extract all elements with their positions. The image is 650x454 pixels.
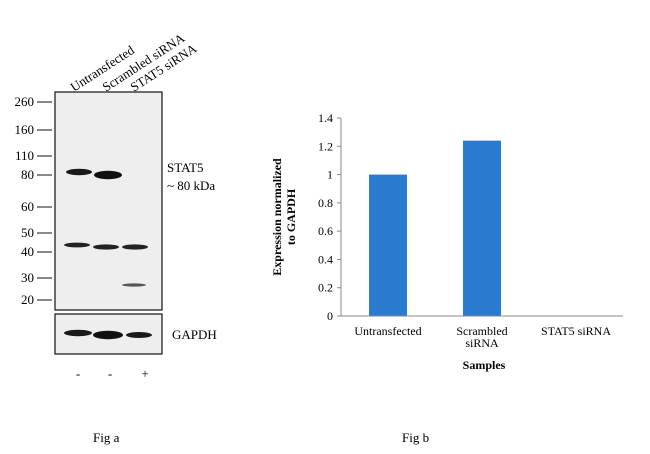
mw-marker: 110: [15, 148, 34, 163]
treatment-sign: -: [108, 366, 112, 381]
stat5-band-scrambled: [94, 170, 122, 180]
y-axis-ticks: 0 0.2 0.4 0.6 0.8 1 1.2 1.4: [318, 111, 341, 323]
band-45kda-untransfected: [64, 242, 90, 248]
mw-marker: 50: [21, 225, 34, 240]
fig-a-caption: Fig a: [93, 430, 120, 445]
gapdh-band-untransfected: [64, 329, 92, 337]
bar-layer: [369, 140, 501, 316]
stat5-kda-label: ~ 80 kDa: [167, 178, 215, 193]
y-tick-label: 0.8: [318, 196, 333, 210]
x-category-label: Untransfected: [354, 324, 421, 338]
stat5-blot: [54, 91, 163, 311]
nonspecific-bands: [64, 242, 148, 287]
stat5-bands: [66, 168, 122, 180]
treatment-sign: +: [141, 366, 148, 381]
x-category-label: Scrambled siRNA: [456, 324, 507, 350]
y-tick-label: 1.2: [318, 139, 333, 153]
y-tick-label: 0.2: [318, 281, 333, 295]
y-axis-label-line1: Expression normalized: [270, 158, 284, 276]
bar-untransfected: [369, 174, 407, 316]
bar-chart-panel: 0 0.2 0.4 0.6 0.8 1 1.2 1.4 Untransfected Scramb…: [270, 111, 623, 445]
mw-marker: 80: [21, 167, 34, 182]
mw-marker: 260: [15, 94, 35, 109]
mw-marker: 40: [21, 244, 34, 259]
mw-markers: 260 160 110 80 60 50 40 30 20: [15, 94, 52, 307]
mw-marker: 60: [21, 199, 34, 214]
band-45kda-scrambled: [93, 244, 119, 250]
y-tick-label: 1: [327, 168, 333, 182]
y-tick-label: 0.4: [318, 252, 333, 266]
mw-marker: 160: [15, 122, 35, 137]
faint-band-lane3: [122, 283, 146, 287]
y-tick-label: 0.6: [318, 224, 333, 238]
treatment-signs: - - +: [76, 366, 149, 381]
x-category-label: STAT5 siRNA: [541, 324, 611, 338]
mw-marker: 30: [21, 270, 34, 285]
y-axis-label-line2: to GAPDH: [284, 188, 298, 245]
band-45kda-stat5: [122, 244, 148, 250]
fig-b-caption: Fig b: [402, 430, 429, 445]
treatment-sign: -: [76, 366, 80, 381]
x-axis-categories: Untransfected Scrambled siRNA STAT5 siRNA: [354, 324, 611, 350]
gapdh-label: GAPDH: [172, 327, 217, 342]
mw-marker: 20: [21, 292, 34, 307]
stat5-label: STAT5: [167, 160, 204, 175]
gapdh-band-scrambled: [93, 330, 123, 340]
y-tick-label: 1.4: [318, 111, 333, 125]
gapdh-band-stat5: [126, 332, 152, 338]
stat5-band-untransfected: [66, 168, 92, 176]
y-tick-label: 0: [327, 309, 333, 323]
bar-scrambled-sirna: [463, 140, 501, 316]
gapdh-bands: [64, 329, 152, 340]
x-axis-label: Samples: [463, 358, 506, 372]
lane-labels: Untransfected Scrambled siRNA STAT5 siRN…: [67, 30, 199, 95]
western-blot-panel: Untransfected Scrambled siRNA STAT5 siRN…: [15, 30, 217, 445]
